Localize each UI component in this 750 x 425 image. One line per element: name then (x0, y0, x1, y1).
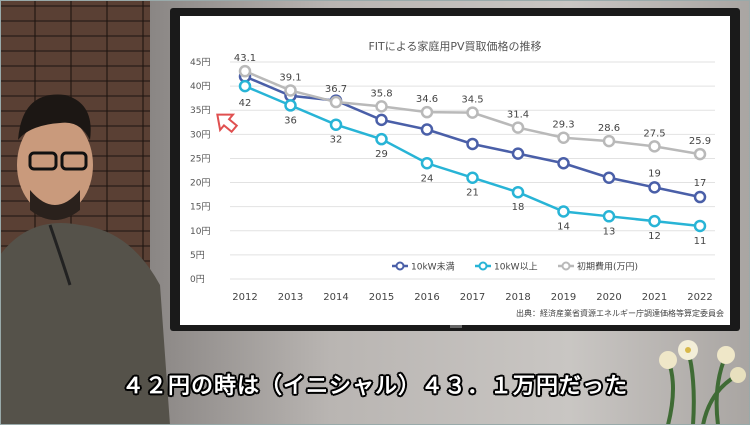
data-label: 14 (557, 221, 570, 232)
data-point (648, 181, 661, 194)
data-point (238, 79, 252, 93)
data-label: 21 (466, 188, 479, 199)
data-point (511, 147, 525, 160)
data-point (648, 214, 661, 228)
x-tick-label: 2012 (232, 292, 257, 303)
data-label: 36.7 (325, 84, 347, 95)
data-label: 36 (284, 115, 297, 126)
x-tick-label: 2013 (278, 292, 303, 303)
data-point (420, 157, 434, 170)
up-arrow-icon (216, 113, 239, 134)
data-label: 19 (648, 168, 661, 179)
legend: 10kW未満 10kW以上 初期費用(万円) (392, 261, 638, 273)
data-point (557, 205, 570, 218)
data-label: 29 (375, 149, 388, 160)
data-point (329, 95, 343, 109)
x-tick-label: 2020 (596, 292, 621, 303)
y-tick-label: 40円 (190, 81, 210, 92)
data-label: 39.1 (279, 72, 301, 83)
data-point (693, 190, 707, 204)
data-point (693, 219, 707, 233)
y-tick-label: 20円 (190, 178, 210, 189)
data-point (557, 131, 570, 144)
y-tick-label: 45円 (190, 57, 210, 68)
data-label: 25.9 (689, 136, 711, 147)
data-point (375, 132, 388, 146)
x-axis-ticks: 2012 2013 2014 2015 2016 2017 2018 2019 2020 2021… (232, 292, 712, 303)
legend-marker (478, 261, 488, 271)
flower-plant (659, 340, 746, 425)
y-tick-label: 5円 (190, 250, 205, 261)
chart-source: 出典：経済産業省資源エネルギー庁調達価格等算定委員会 (516, 308, 724, 318)
data-label: 12 (648, 231, 661, 242)
y-tick-label: 35円 (190, 105, 210, 116)
data-label: 34.6 (416, 94, 438, 105)
data-point (693, 147, 707, 161)
legend-marker (561, 261, 571, 271)
legend-label: 10kW未満 (411, 261, 455, 273)
data-point (420, 105, 434, 119)
y-tick-label: 0円 (190, 274, 205, 285)
data-label: 42 (239, 98, 252, 109)
data-label: 24 (421, 173, 434, 184)
data-label: 27.5 (643, 128, 665, 139)
data-label: 18 (512, 202, 525, 213)
video-subtitle: ４２円の時は（イニシャル）４３．１万円だった (121, 374, 628, 399)
x-tick-label: 2016 (414, 292, 439, 303)
series-lines (238, 64, 707, 233)
data-point (511, 185, 525, 199)
data-point (284, 99, 297, 112)
x-tick-label: 2014 (323, 292, 348, 303)
data-point (420, 123, 434, 136)
x-tick-label: 2017 (460, 292, 485, 303)
y-tick-label: 15円 (190, 202, 210, 213)
data-point (466, 171, 479, 184)
data-point (511, 121, 525, 134)
data-label: 43.1 (234, 53, 256, 64)
data-point (375, 113, 388, 127)
data-point (602, 171, 616, 184)
y-tick-label: 10円 (190, 226, 210, 237)
data-label: 11 (694, 236, 707, 247)
y-axis-ticks: 0円 5円 10円 15円 20円 25円 30円 35円 40円 45円 (190, 57, 210, 285)
x-tick-label: 2021 (642, 292, 667, 303)
data-label: 31.4 (507, 110, 529, 121)
data-labels: 19 17 42 36 32 29 24 21 18 14 13 12 11 43.1 39.1 36.7 35… (234, 53, 711, 247)
y-tick-label: 30円 (190, 129, 210, 140)
data-label: 28.6 (598, 123, 620, 134)
data-label: 35.8 (370, 88, 392, 99)
presenter (0, 94, 170, 425)
data-label: 13 (603, 226, 616, 237)
data-point (466, 106, 479, 119)
legend-label: 10kW以上 (494, 262, 538, 273)
data-point (557, 157, 570, 170)
data-point (602, 134, 616, 148)
data-label: 17 (694, 178, 707, 189)
data-point (284, 84, 297, 97)
x-tick-label: 2018 (505, 292, 530, 303)
data-point (466, 137, 479, 151)
x-tick-label: 2019 (551, 292, 576, 303)
data-point (375, 100, 388, 113)
chart-title: FITによる家庭用PV買取価格の推移 (368, 39, 541, 53)
x-tick-label: 2022 (687, 292, 712, 303)
brick-wall (0, 0, 175, 425)
data-label: 32 (330, 135, 343, 146)
data-point (238, 64, 252, 78)
data-label: 29.3 (552, 120, 574, 131)
x-tick-label: 2015 (369, 292, 394, 303)
data-point (329, 118, 343, 131)
data-point (602, 210, 616, 223)
y-tick-label: 25円 (190, 153, 210, 164)
data-label: 34.5 (461, 95, 483, 106)
legend-marker (395, 261, 405, 271)
legend-label: 初期費用(万円) (577, 261, 638, 273)
tv-screen (180, 16, 730, 325)
data-point (648, 140, 661, 153)
tv-logo (450, 325, 462, 328)
